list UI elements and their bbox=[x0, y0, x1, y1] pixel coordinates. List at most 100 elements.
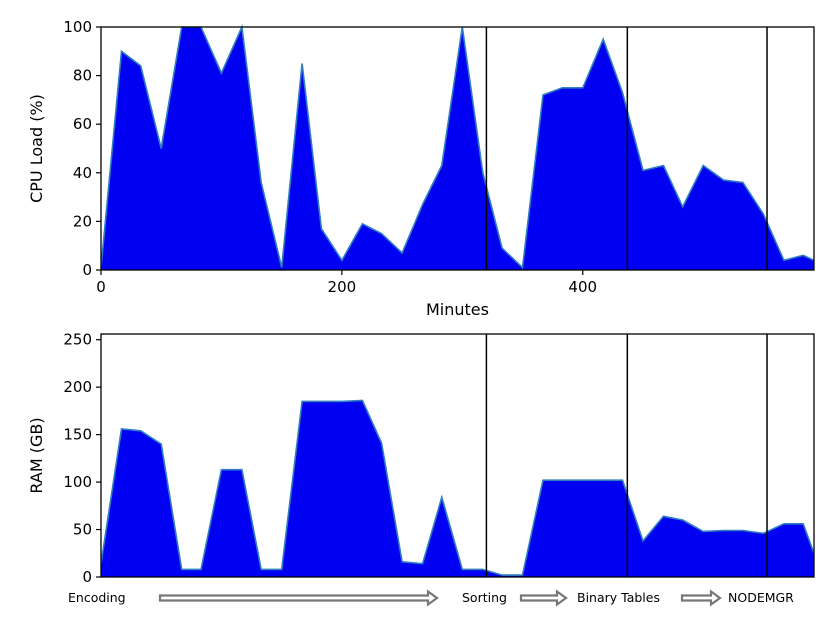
data-point bbox=[341, 400, 343, 402]
data-point bbox=[260, 568, 262, 570]
ram-area bbox=[101, 400, 814, 577]
data-point bbox=[542, 94, 544, 96]
y-tick-label: 50 bbox=[73, 521, 92, 539]
data-point bbox=[723, 179, 725, 181]
y-tick-label: 40 bbox=[73, 164, 92, 182]
data-point bbox=[160, 443, 162, 445]
data-point bbox=[220, 469, 222, 471]
data-point bbox=[121, 50, 123, 52]
y-tick-label: 0 bbox=[82, 568, 92, 586]
data-point bbox=[501, 574, 503, 576]
data-point bbox=[301, 63, 303, 65]
right-arrow-icon bbox=[519, 589, 568, 607]
data-point bbox=[723, 530, 725, 532]
data-point bbox=[401, 252, 403, 254]
phase-label-sorting: Sorting bbox=[462, 590, 507, 605]
y-axis-label: RAM (GB) bbox=[27, 417, 46, 493]
y-tick-label: 150 bbox=[63, 426, 92, 444]
data-point bbox=[663, 515, 665, 517]
data-point bbox=[522, 267, 524, 269]
data-point bbox=[121, 428, 123, 430]
data-point bbox=[260, 182, 262, 184]
data-point bbox=[181, 568, 183, 570]
data-point bbox=[422, 203, 424, 205]
data-point bbox=[602, 38, 604, 40]
data-point bbox=[281, 568, 283, 570]
plot-frame bbox=[100, 26, 815, 271]
data-point bbox=[381, 233, 383, 235]
data-point bbox=[642, 540, 644, 542]
y-axis-label: CPU Load (%) bbox=[27, 94, 46, 203]
y-tick-label: 100 bbox=[63, 18, 92, 36]
data-point bbox=[783, 259, 785, 261]
data-point bbox=[622, 479, 624, 481]
x-axis-label: Minutes bbox=[426, 300, 489, 319]
data-point bbox=[422, 563, 424, 565]
data-point bbox=[522, 574, 524, 576]
ram-line bbox=[100, 399, 815, 576]
y-tick-label: 60 bbox=[73, 115, 92, 133]
y-tick-label: 200 bbox=[63, 378, 92, 396]
data-point bbox=[642, 169, 644, 171]
data-point bbox=[802, 523, 804, 525]
ram-chart: 0 50 100 150 200 250 RAM (GB) Encoding Sorting Bi… bbox=[27, 331, 815, 607]
y-tick-label: 0 bbox=[82, 261, 92, 279]
right-arrow-icon bbox=[680, 589, 722, 607]
data-point bbox=[160, 148, 162, 150]
data-point bbox=[301, 400, 303, 402]
data-point bbox=[622, 92, 624, 94]
data-point bbox=[702, 530, 704, 532]
data-point bbox=[381, 442, 383, 444]
data-point bbox=[320, 228, 322, 230]
data-point bbox=[663, 165, 665, 167]
data-point bbox=[220, 72, 222, 74]
phase-label-encoding: Encoding bbox=[68, 590, 126, 605]
data-point bbox=[341, 259, 343, 261]
x-tick-label: 400 bbox=[568, 278, 597, 296]
data-point bbox=[482, 172, 484, 174]
data-point bbox=[441, 496, 443, 498]
data-point bbox=[461, 568, 463, 570]
y-tick-label: 20 bbox=[73, 212, 92, 230]
data-point bbox=[501, 247, 503, 249]
y-tick-label: 250 bbox=[63, 331, 92, 349]
data-point bbox=[702, 165, 704, 167]
data-point bbox=[742, 530, 744, 532]
plot-frame bbox=[100, 333, 815, 578]
data-point bbox=[561, 479, 563, 481]
data-point bbox=[682, 206, 684, 208]
data-point bbox=[140, 430, 142, 432]
data-point bbox=[281, 267, 283, 269]
data-point bbox=[361, 399, 363, 401]
data-point bbox=[582, 479, 584, 481]
data-point bbox=[802, 254, 804, 256]
y-tick-label: 80 bbox=[73, 67, 92, 85]
phase-label-binary-tables: Binary Tables bbox=[577, 590, 660, 605]
data-point bbox=[441, 165, 443, 167]
data-point bbox=[320, 400, 322, 402]
data-point bbox=[361, 223, 363, 225]
data-point bbox=[582, 87, 584, 89]
x-tick-label: 0 bbox=[96, 278, 106, 296]
data-point bbox=[783, 523, 785, 525]
data-point bbox=[682, 519, 684, 521]
cpu-load-chart: 0 20 40 60 80 100 0 200 400 Minutes CPU Load (%) bbox=[27, 18, 815, 319]
x-tick-label: 200 bbox=[328, 278, 357, 296]
data-point bbox=[401, 561, 403, 563]
y-tick-label: 100 bbox=[63, 473, 92, 491]
data-point bbox=[200, 568, 202, 570]
data-point bbox=[742, 182, 744, 184]
data-point bbox=[482, 568, 484, 570]
data-point bbox=[561, 87, 563, 89]
data-point bbox=[762, 532, 764, 534]
data-point bbox=[140, 65, 142, 67]
phase-annotations: Encoding Sorting Binary Tables NODEMGR bbox=[68, 589, 794, 607]
right-arrow-icon bbox=[158, 589, 439, 607]
cpu-load-area bbox=[101, 27, 814, 270]
data-point bbox=[602, 479, 604, 481]
phase-label-nodemgr: NODEMGR bbox=[728, 590, 794, 605]
data-point bbox=[241, 469, 243, 471]
data-point bbox=[542, 479, 544, 481]
